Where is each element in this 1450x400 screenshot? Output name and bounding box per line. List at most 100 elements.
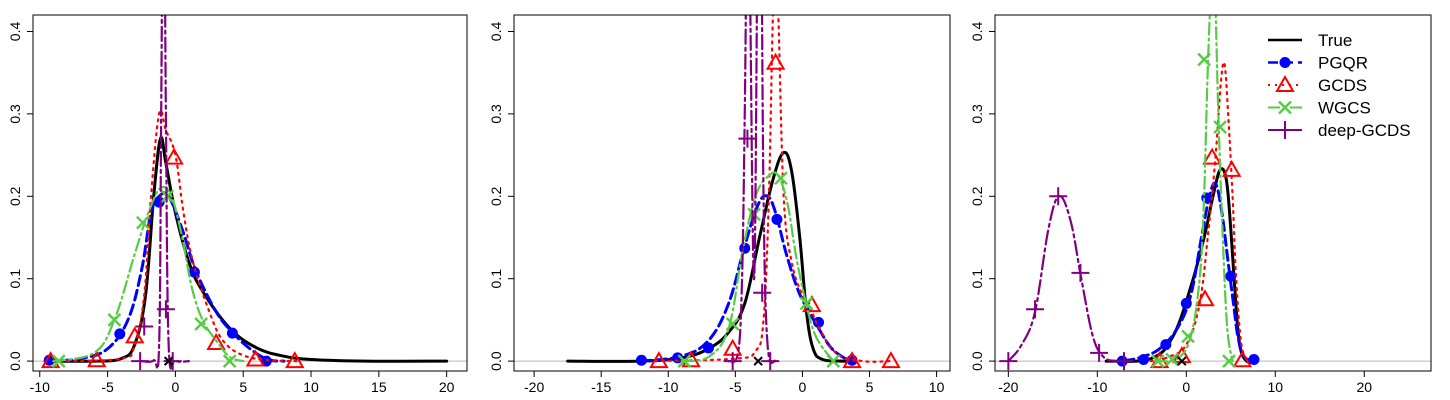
legend-deep-gcds-label: deep-GCDS bbox=[1318, 121, 1411, 140]
panel-1-deep-gcds-marker-4-plus bbox=[163, 352, 182, 371]
legend-entry-pgqr: PGQR bbox=[1268, 54, 1368, 73]
panel-2-wgcs-marker-3-cross bbox=[747, 207, 761, 222]
panel-3-pgqr-marker-4-dot bbox=[1180, 297, 1192, 309]
legend-wgcs-marker-cross bbox=[1278, 100, 1292, 115]
panel-1-deep-gcds-marker-1-plus bbox=[131, 352, 150, 371]
panel-1-gcds-marker-2 bbox=[87, 350, 107, 368]
panel-1-deep-gcds-marker-2-plus bbox=[135, 317, 154, 336]
legend-wgcs-marker bbox=[1278, 100, 1292, 115]
panel-3-deep-gcds-marker-3 bbox=[1049, 187, 1068, 206]
panel-3-gcds-marker-5-triangle bbox=[1221, 159, 1242, 177]
panel-3-gcds-marker-6 bbox=[1232, 350, 1253, 368]
panel-3-pgqr-marker-7 bbox=[1248, 353, 1260, 365]
panel-2-xtick-label: -20 bbox=[524, 379, 544, 395]
legend-entry-deep-gcds: deep-GCDS bbox=[1268, 121, 1411, 140]
panel-2-wgcs-marker-4 bbox=[774, 171, 788, 186]
panel-1-deep-gcds-marker-3 bbox=[156, 300, 175, 319]
panel-1-wgcs-marker-5-cross bbox=[194, 317, 209, 331]
panel-2-ytick-label: 0.0 bbox=[488, 351, 504, 371]
panel-3-deep-gcds-marker-6-plus bbox=[1115, 352, 1134, 371]
panel-3-deep-gcds-marker-2-plus bbox=[1026, 300, 1045, 319]
panel-2-plot-area bbox=[566, 15, 901, 371]
panel-1-ytick-label: 0.1 bbox=[7, 269, 23, 289]
panel-3-wgcs-marker-6-cross bbox=[1222, 354, 1236, 368]
panel-3-gcds-marker-5 bbox=[1221, 159, 1242, 177]
panel-1-deep-gcds-marker-3-plus bbox=[156, 300, 175, 319]
panel-1-gcds-marker-6-triangle bbox=[245, 349, 266, 367]
panel-2-deep-gcds-marker-3-plus bbox=[753, 283, 772, 302]
panel-2: -20 -15 -10 -5 0 5 10 0.0 0.1 0.2 0.3 0.4 bbox=[488, 14, 951, 395]
panel-1-xtick-label: -10 bbox=[30, 379, 50, 395]
panel-3-deep-gcds-marker-4-plus bbox=[1071, 263, 1090, 282]
panel-1-pgqr-marker-4 bbox=[188, 266, 200, 278]
panel-2-frame bbox=[513, 14, 951, 372]
panel-2-gcds-marker-7 bbox=[881, 351, 901, 369]
panel-1-wgcs-marker-6-cross bbox=[222, 354, 237, 368]
panel-3-deep-gcds-marker-2 bbox=[1026, 300, 1045, 319]
panel-2-deep-gcds-marker-1 bbox=[723, 352, 742, 371]
panel-3-true-value-marker bbox=[1177, 356, 1187, 366]
panel-2-pgqr-line bbox=[639, 194, 851, 363]
panel-2-deep-gcds-line bbox=[727, 15, 777, 364]
panel-1-pgqr-marker-3-dot bbox=[153, 196, 165, 208]
legend-pgqr-marker-dot bbox=[1279, 57, 1291, 68]
panel-3-wgcs-marker-4 bbox=[1197, 52, 1211, 67]
legend-true-label: True bbox=[1318, 31, 1352, 50]
panel-2-xtick-label: 0 bbox=[799, 379, 807, 395]
panel-2-deep-gcds-marker-4-plus bbox=[761, 352, 780, 371]
panel-3-wgcs-marker-2 bbox=[1165, 352, 1179, 367]
panel-1-xtick-label: 0 bbox=[172, 379, 180, 395]
panel-3-wgcs-marker-5-cross bbox=[1213, 120, 1227, 134]
panel-3-deep-gcds-marker-5 bbox=[1090, 343, 1109, 362]
panel-3-pgqr-marker-6-dot bbox=[1225, 270, 1237, 282]
panel-1-pgqr-marker-2-dot bbox=[114, 328, 126, 340]
panel-1-frame bbox=[32, 14, 468, 372]
panel-1-gcds-marker-3 bbox=[124, 326, 145, 344]
panel-3-wgcs-marker-1 bbox=[1150, 354, 1165, 368]
panel-2-true-value-marker bbox=[753, 356, 763, 366]
panel-1-gcds-marker-4-triangle bbox=[164, 147, 184, 165]
panel-1-gcds-marker-5-triangle bbox=[206, 332, 226, 350]
panel-2-gcds-marker-6 bbox=[842, 351, 862, 369]
panel-1-plot-area bbox=[40, 15, 449, 371]
panel-2-deep-gcds-marker-2-plus bbox=[738, 129, 757, 148]
panel-3-wgcs-marker-4-cross bbox=[1197, 52, 1211, 67]
panel-3-gcds-marker-4-triangle bbox=[1202, 147, 1222, 165]
panel-2-pgqr-marker-5-dot bbox=[771, 213, 783, 225]
panel-3-plot-area bbox=[999, 15, 1260, 371]
panel-1-ytick-label: 0.0 bbox=[7, 351, 23, 371]
panel-1-wgcs-marker-5 bbox=[194, 317, 209, 331]
panel-1-pgqr-marker-3 bbox=[153, 196, 165, 208]
panel-2-wgcs-marker-1 bbox=[677, 354, 692, 368]
panel-1-xtick-label: 20 bbox=[439, 379, 455, 395]
panel-3-wgcs-marker-3-cross bbox=[1181, 329, 1195, 344]
panel-1-wgcs-marker-1 bbox=[51, 354, 66, 368]
panel-2-gcds-marker-6-triangle bbox=[842, 351, 862, 369]
panel-2-wgcs-marker-4-cross bbox=[774, 171, 788, 186]
legend-deep-gcds-marker bbox=[1276, 121, 1294, 139]
panel-3-wgcs-marker-1-cross bbox=[1150, 354, 1165, 368]
panel-3-wgcs-marker-3 bbox=[1181, 329, 1195, 344]
panel-1: -10 -5 0 5 10 15 20 0.0 0.1 0.2 0.3 0.4 bbox=[7, 14, 468, 395]
panel-2-true-line bbox=[566, 150, 858, 363]
panel-3-deep-gcds-marker-1 bbox=[999, 352, 1018, 371]
panel-2-deep-gcds-marker-2 bbox=[738, 129, 757, 148]
panel-1-gcds-marker-7 bbox=[285, 351, 305, 369]
panel-1-pgqr-marker-5-dot bbox=[226, 327, 238, 339]
panel-1-xtick-label: 10 bbox=[303, 379, 319, 395]
panel-1-wgcs-marker-3 bbox=[136, 215, 150, 230]
panel-2-deep-gcds-marker-3 bbox=[753, 283, 772, 302]
legend-gcds-marker-triangle bbox=[1275, 74, 1295, 92]
panel-1-gcds-marker-3-triangle bbox=[124, 326, 145, 344]
panel-2-deep-gcds-marker-1-plus bbox=[723, 352, 742, 371]
panel-3-gcds-marker-3 bbox=[1195, 289, 1215, 307]
panel-2-xtick-label: 5 bbox=[866, 379, 874, 395]
panel-1-wgcs-marker-6 bbox=[222, 354, 237, 368]
panel-2-pgqr-marker-1-dot bbox=[635, 354, 647, 366]
legend-pgqr-marker bbox=[1279, 57, 1291, 68]
panel-2-wgcs-marker-1-cross bbox=[677, 354, 692, 368]
panel-2-pgqr-marker-5 bbox=[771, 213, 783, 225]
panel-2-gcds-marker-7-triangle bbox=[881, 351, 901, 369]
panel-3-deep-gcds-marker-1-plus bbox=[999, 352, 1018, 371]
